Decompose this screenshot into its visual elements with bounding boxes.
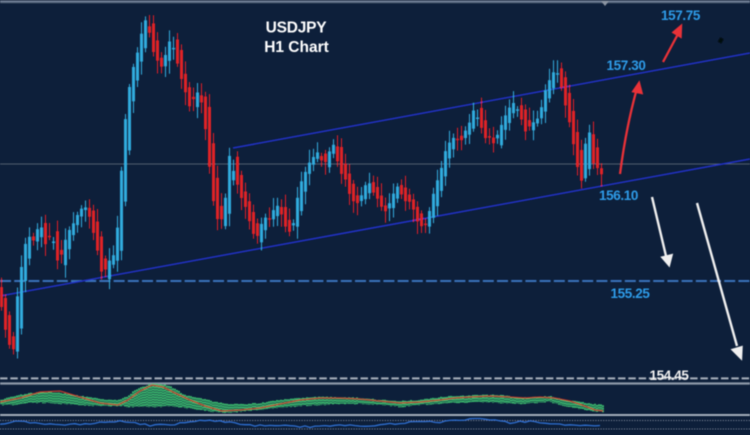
- svg-text:H1 Chart: H1 Chart: [264, 39, 329, 56]
- svg-text:155.25: 155.25: [611, 286, 651, 301]
- svg-text:157.75: 157.75: [661, 8, 701, 23]
- svg-text:USDJPY: USDJPY: [266, 20, 328, 37]
- svg-text:156.10: 156.10: [599, 188, 638, 203]
- svg-text:157.30: 157.30: [607, 58, 646, 73]
- svg-text:154.45: 154.45: [650, 368, 690, 383]
